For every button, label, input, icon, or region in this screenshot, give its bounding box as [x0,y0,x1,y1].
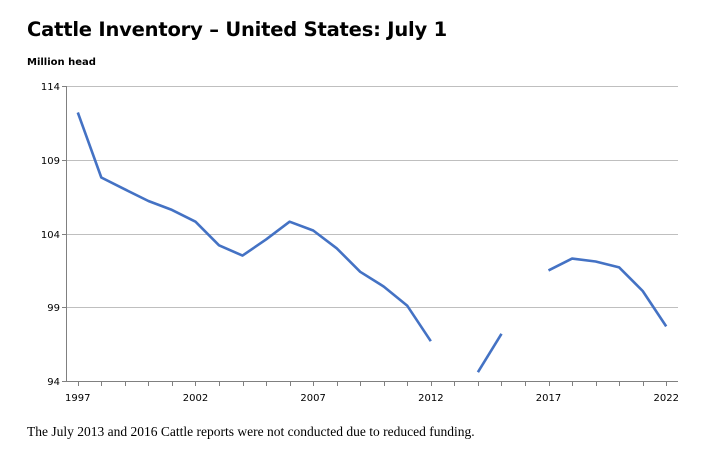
y-tick-label-104: 104 [41,230,60,241]
chart-title: Cattle Inventory – United States: July 1 [27,18,447,41]
x-tick-label-2007: 2007 [300,393,325,404]
y-tick-labels: 94 99 104 109 114 [41,82,60,388]
y-axis-unit-label: Million head [27,57,96,68]
line-chart: 94 99 104 109 114 1997 2002 2007 2012 2017 2022 [41,82,679,404]
gridlines [66,86,678,308]
y-tick-label-109: 109 [41,156,60,167]
y-tick-label-94: 94 [47,377,60,388]
x-tick-label-2022: 2022 [654,393,679,404]
x-tick-labels: 1997 2002 2007 2012 2017 2022 [65,393,679,404]
series-inventory [76,112,668,373]
series-line-segment-2 [476,333,503,373]
y-tick-label-99: 99 [47,303,60,314]
x-tick-label-1997: 1997 [65,393,90,404]
x-tick-label-2017: 2017 [536,393,561,404]
axes [62,86,678,386]
footnote: The July 2013 and 2016 Cattle reports we… [27,424,475,439]
x-tick-label-2012: 2012 [418,393,443,404]
series-line-segment-1 [76,112,432,342]
series-line-segment-3 [547,257,668,328]
x-tick-label-2002: 2002 [183,393,208,404]
y-tick-label-114: 114 [41,82,60,93]
